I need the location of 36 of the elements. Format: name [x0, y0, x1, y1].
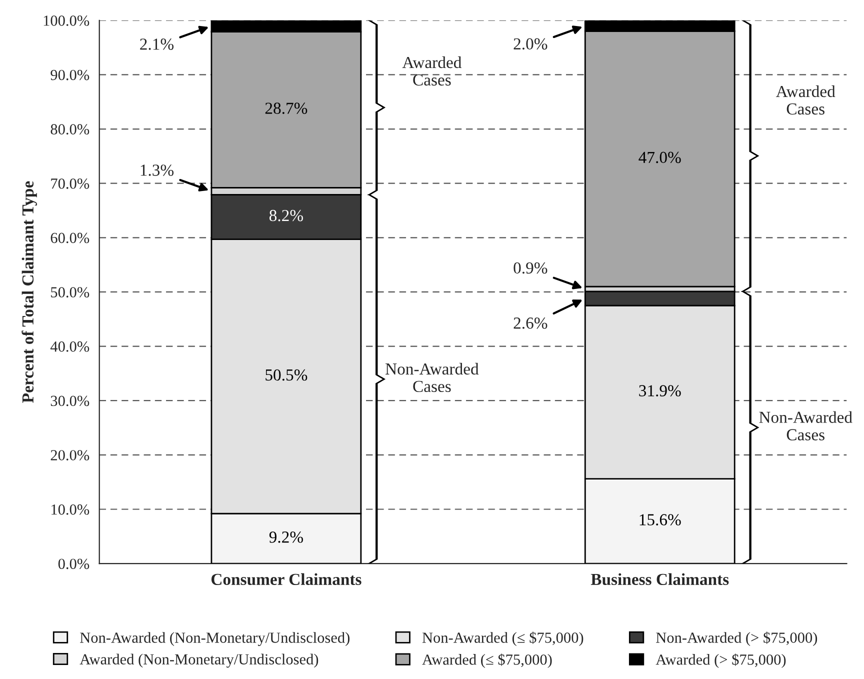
y-tick-label: 10.0% — [52, 504, 90, 515]
data-label: 2.0% — [514, 38, 548, 50]
data-label: 31.9% — [639, 385, 681, 396]
y-tick-label: 60.0% — [50, 232, 90, 244]
y-tick-label: 40.0% — [50, 341, 90, 352]
legend-label: Awarded (Non-Monetary/Undisclosed) — [80, 654, 318, 668]
legend-label: Awarded (> $75,000) — [656, 654, 786, 668]
data-label: 2.1% — [140, 38, 174, 50]
y-tick-label: 0.0% — [58, 558, 90, 570]
data-label: 9.2% — [269, 532, 303, 543]
annotation: Awarded Cases — [402, 56, 462, 86]
annotation: Non-Awarded Cases — [759, 411, 852, 440]
x-tick-label: Business Claimants — [590, 573, 729, 586]
y-axis-title: Percent of Total Claimant Type — [22, 181, 37, 403]
y-tick-label: 50.0% — [51, 287, 90, 298]
y-tick-label: 30.0% — [50, 396, 90, 406]
data-label: 28.7% — [265, 102, 308, 114]
y-tick-label: 20.0% — [50, 450, 90, 460]
y-tick-label: 100.0% — [44, 16, 90, 26]
legend-label: Awarded (≤ $75,000) — [422, 654, 552, 668]
data-label: 1.3% — [140, 164, 174, 176]
data-label: 8.2% — [269, 210, 303, 222]
data-label: 47.0% — [638, 152, 681, 164]
y-tick-label: 70.0% — [51, 178, 90, 189]
legend-label: Non-Awarded (> $75,000) — [656, 632, 818, 646]
legend-label: Non-Awarded (≤ $75,000) — [422, 632, 584, 646]
data-label: 2.6% — [514, 317, 548, 329]
data-label: 0.9% — [514, 262, 548, 274]
data-label: 15.6% — [640, 514, 681, 526]
annotation: Awarded Cases — [776, 85, 836, 115]
annotation: Non-Awarded Cases — [386, 362, 479, 392]
x-tick-label: Consumer Claimants — [211, 573, 362, 586]
y-tick-label: 90.0% — [50, 70, 90, 80]
legend-label: Non-Awarded (Non-Monetary/Undisclosed) — [80, 632, 350, 646]
data-label: 50.5% — [266, 369, 308, 381]
y-tick-label: 80.0% — [50, 124, 90, 135]
